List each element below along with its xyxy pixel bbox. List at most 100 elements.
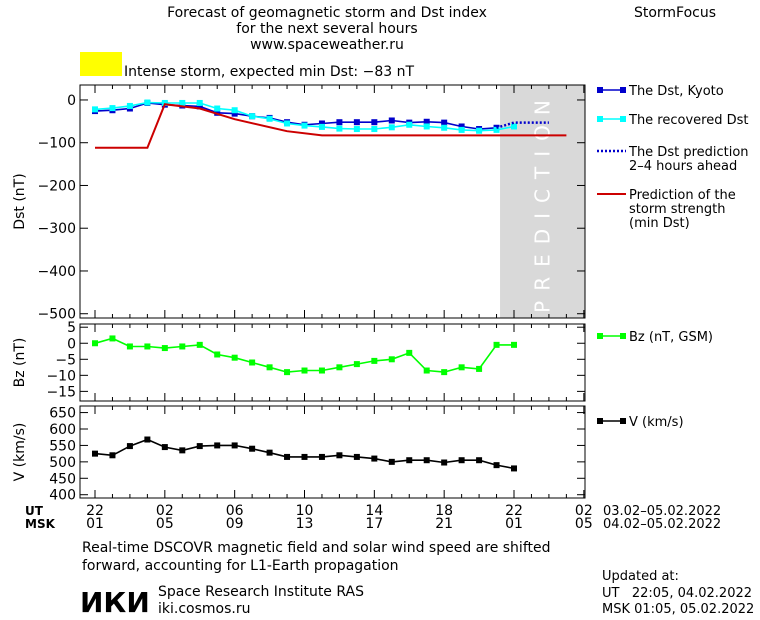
legend-label: V (km/s): [629, 415, 684, 430]
legend-label: The recovered Dst: [628, 113, 748, 128]
data-point: [231, 442, 238, 449]
data-point: [441, 369, 448, 376]
updated-label: Updated at:: [602, 569, 679, 584]
institute-name: Space Research Institute RAS: [158, 584, 364, 600]
data-point: [284, 369, 291, 376]
y-tick-label: 450: [49, 471, 76, 487]
y-tick-label: −15: [46, 384, 76, 400]
y-tick-label: 650: [49, 406, 76, 422]
data-point: [214, 442, 221, 449]
y-tick-label: −5: [55, 352, 76, 368]
y-tick-label: −500: [38, 307, 76, 323]
legend-label: storm strength: [629, 202, 726, 217]
data-point: [249, 113, 256, 120]
ut-tick-label: 22: [86, 503, 104, 519]
data-point: [179, 447, 186, 454]
data-point: [388, 356, 395, 363]
data-point: [353, 119, 360, 126]
series-line: [95, 103, 567, 149]
y-tick-label: 400: [49, 488, 76, 504]
data-point: [126, 102, 133, 109]
note-line-1: Real-time DSCOVR magnetic field and sola…: [82, 540, 551, 556]
data-point: [196, 341, 203, 348]
updated-ut: UT 22:05, 04.02.2022: [602, 586, 752, 601]
msk-axis-label: MSK: [25, 517, 56, 531]
data-point: [458, 123, 465, 130]
data-point: [179, 343, 186, 350]
ut-tick-label: 14: [365, 503, 383, 519]
data-point: [301, 367, 308, 374]
updated-msk: MSK 01:05, 05.02.2022: [602, 602, 754, 617]
data-point: [336, 452, 343, 459]
data-point: [266, 115, 273, 122]
legend-marker: [597, 333, 603, 339]
ut-axis-label: UT: [25, 504, 44, 518]
plot-frame: [79, 84, 586, 319]
y-tick-label: −100: [38, 136, 76, 152]
data-point: [109, 335, 116, 342]
ut-tick-label: 18: [435, 503, 453, 519]
iki-logo: ИКИ: [80, 586, 150, 619]
legend-label: The Dst prediction: [628, 145, 749, 160]
data-point: [231, 107, 238, 114]
data-point: [476, 127, 483, 134]
data-point: [144, 99, 151, 106]
series-line: [496, 121, 549, 129]
data-point: [144, 436, 151, 443]
data-point: [353, 126, 360, 133]
y-tick-label: −200: [38, 178, 76, 194]
data-point: [406, 349, 413, 356]
data-point: [318, 120, 325, 127]
data-point: [371, 455, 378, 462]
data-point: [511, 123, 517, 130]
msk-tick-label: 13: [296, 516, 314, 532]
msk-tick-label: 09: [226, 516, 244, 532]
data-point: [161, 99, 168, 106]
chart-title-line-2: for the next several hours: [236, 21, 417, 37]
data-point: [249, 359, 256, 366]
legend-marker: [597, 418, 603, 424]
data-point: [126, 443, 133, 450]
data-point: [284, 120, 291, 127]
data-point: [144, 343, 151, 350]
data-point: [318, 123, 325, 130]
data-point: [441, 459, 448, 466]
data-point: [92, 106, 98, 113]
legend: The Dst, Kyoto The recovered Dst The Dst p…: [597, 84, 749, 430]
y-tick-label: −10: [46, 368, 76, 384]
legend-marker: [597, 87, 603, 93]
y-tick-label: 600: [49, 422, 76, 438]
ut-tick-label: 06: [226, 503, 244, 519]
data-point: [388, 117, 395, 124]
data-point: [476, 457, 483, 464]
y-tick-label: 500: [49, 455, 76, 471]
data-point: [92, 450, 98, 457]
data-point: [388, 124, 395, 131]
data-point: [423, 118, 430, 125]
institute-website: iki.cosmos.ru: [158, 601, 250, 617]
data-point: [318, 367, 325, 374]
ut-tick-label: 10: [296, 503, 314, 519]
msk-tick-label: 05: [156, 516, 174, 532]
note-line-2: forward, accounting for L1-Earth propaga…: [82, 558, 399, 574]
data-point: [371, 357, 378, 364]
y-tick-label: 550: [49, 438, 76, 454]
data-point: [388, 458, 395, 465]
data-point: [371, 119, 378, 126]
legend-label: The Dst, Kyoto: [628, 84, 724, 99]
plot-frame: [79, 323, 586, 402]
data-point: [266, 364, 273, 371]
data-point: [493, 341, 500, 348]
legend-marker: [620, 333, 626, 339]
data-point: [406, 457, 413, 464]
data-point: [406, 121, 413, 128]
msk-tick-label: 01: [505, 516, 523, 532]
data-point: [161, 345, 168, 352]
data-point: [231, 354, 238, 361]
data-point: [179, 99, 186, 106]
y-axis-label: Dst (nT): [12, 173, 28, 229]
data-point: [458, 364, 465, 371]
data-point: [371, 126, 378, 133]
